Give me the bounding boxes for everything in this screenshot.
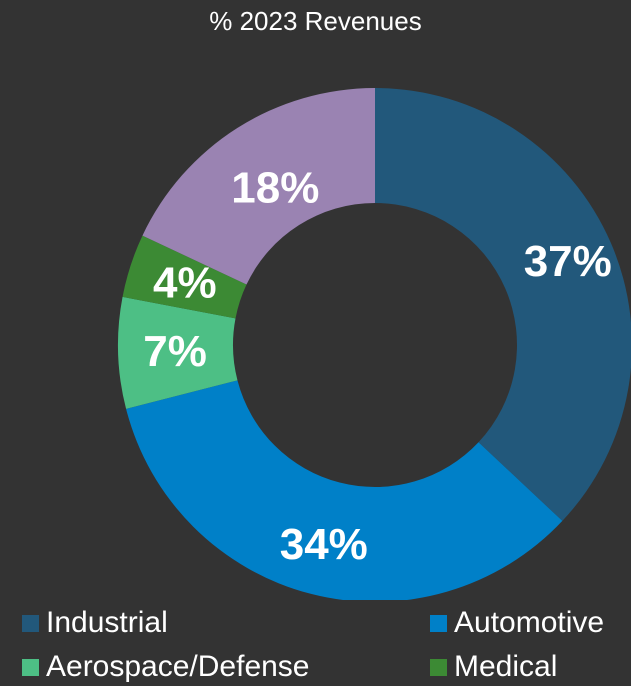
legend-swatch-industrial: [22, 614, 39, 632]
chart-title: % 2023 Revenues: [209, 6, 422, 36]
legend-label-industrial: Industrial: [46, 606, 168, 639]
legend-item-medical: Medical: [430, 649, 557, 685]
legend-label-automotive: Automotive: [454, 606, 605, 639]
legend-label-aerospace-defense: Aerospace/Defense: [46, 650, 310, 683]
legend-item-aerospace-defense: Aerospace/Defense: [22, 649, 310, 685]
donut-chart: 37% 34% 7% 4% 18%: [117, 88, 631, 600]
slice-industrial: [375, 88, 631, 521]
legend-swatch-medical: [430, 658, 447, 676]
legend-label-medical: Medical: [454, 650, 558, 683]
slice-medical: [122, 235, 247, 319]
slice-label-other: 18%: [231, 163, 319, 212]
legend-item-industrial: Industrial: [22, 605, 168, 641]
slice-label-automotive: 34%: [280, 520, 368, 569]
slice-label-aerospace-defense: 7%: [143, 327, 207, 376]
legend-item-automotive: Automotive: [430, 605, 604, 641]
slice-label-medical: 4%: [153, 259, 217, 308]
legend-swatch-aerospace-defense: [22, 658, 39, 676]
slice-aerospace-defense: [117, 296, 238, 409]
slice-label-industrial: 37%: [524, 237, 612, 286]
legend-swatch-automotive: [430, 614, 447, 632]
slice-other: [142, 88, 375, 285]
slice-automotive: [126, 380, 563, 600]
